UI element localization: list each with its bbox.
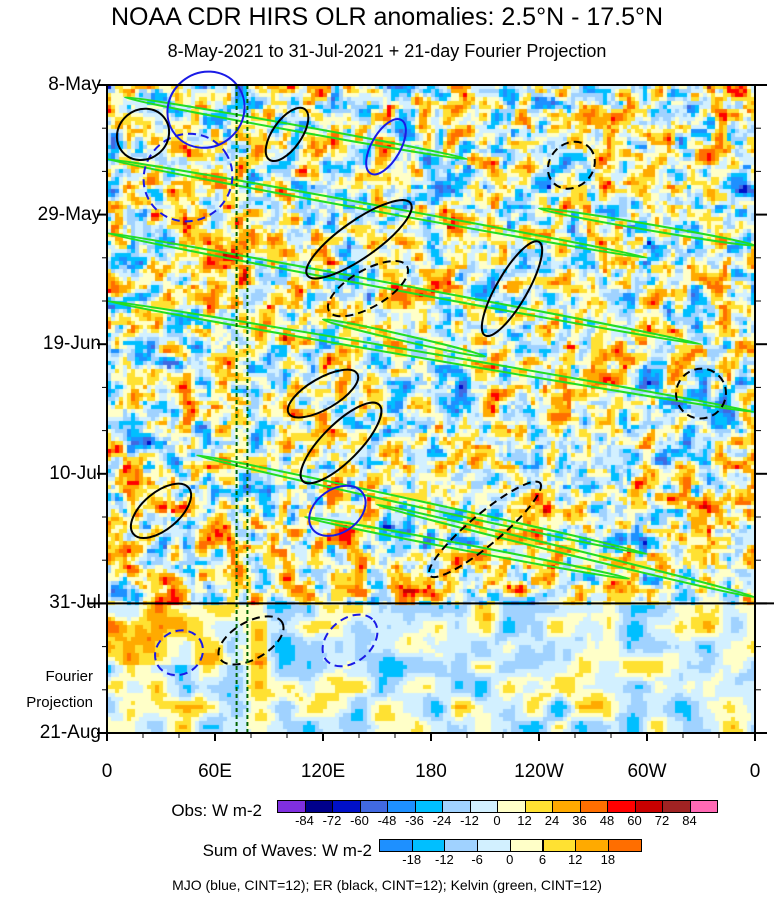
obs_colorbar-tick-label: 36 <box>572 813 587 828</box>
obs_colorbar-swatch <box>662 800 691 813</box>
obs_colorbar-swatch <box>524 800 553 813</box>
waves_colorbar-swatch <box>477 839 511 852</box>
waves_colorbar-swatch <box>575 839 609 852</box>
obs_colorbar-swatch <box>442 800 471 813</box>
kelvin-contour <box>123 96 469 161</box>
obs_colorbar-swatch <box>579 800 608 813</box>
obs_colorbar-swatch <box>304 800 333 813</box>
obs_colorbar-swatch <box>387 800 416 813</box>
er-contour <box>115 107 171 162</box>
x-tick-label: 60W <box>627 761 667 782</box>
y-tick-label: 29-May <box>37 203 101 225</box>
x-tick-label: 60E <box>198 761 232 782</box>
obs_colorbar-tick-label: -72 <box>322 813 342 828</box>
kelvin-contour <box>195 454 649 556</box>
obs_colorbar-tick-label: 72 <box>654 813 670 828</box>
obs_colorbar-tick-label: -48 <box>377 813 397 828</box>
x-tick-label: 180 <box>415 761 447 782</box>
obs_colorbar-tick-label: 48 <box>599 813 615 828</box>
waves_colorbar-tick-label: 0 <box>506 852 514 867</box>
er-contour <box>286 368 360 419</box>
obs_colorbar-tick-label: 12 <box>517 813 532 828</box>
plot-frame <box>106 84 756 734</box>
obs_colorbar-swatch <box>552 800 581 813</box>
x-tick-label: 120E <box>300 761 346 782</box>
obs_colorbar-label: Obs: W m-2 <box>171 801 262 820</box>
x-tick-label: 120W <box>514 761 564 782</box>
y-tick-label: 21-Aug <box>39 722 101 743</box>
waves_colorbar-tick-label: 12 <box>567 852 583 867</box>
obs_colorbar-swatch <box>277 800 306 813</box>
kelvin-contour <box>105 299 757 414</box>
er-contour <box>480 240 544 338</box>
obs_colorbar-tick-label: -12 <box>460 813 479 828</box>
obs_colorbar-tick-label: 24 <box>544 813 560 828</box>
er-contour <box>217 615 285 666</box>
er-contour <box>299 401 383 485</box>
waves_colorbar-tick-label: -18 <box>402 852 422 867</box>
legend-footer: MJO (blue, CINT=12); ER (black, CINT=12)… <box>172 877 602 893</box>
obs_colorbar-swatch <box>359 800 388 813</box>
mjo-contour <box>365 118 407 176</box>
kelvin-contour <box>375 503 757 599</box>
kelvin-contour <box>321 318 487 358</box>
mjo-contour <box>321 613 379 668</box>
obs_colorbar-swatch <box>497 800 526 813</box>
obs_colorbar-swatch <box>414 800 443 813</box>
obs_colorbar-tick-label: -84 <box>295 813 314 828</box>
waves_colorbar-swatch <box>542 839 577 852</box>
chart-title: NOAA CDR HIRS OLR anomalies: 2.5°N - 17.… <box>110 3 664 31</box>
er-contour <box>675 367 727 420</box>
x-tick-label: 0 <box>749 761 761 782</box>
er-contour <box>427 480 543 579</box>
mjo-contour <box>308 484 367 537</box>
waves_colorbar-swatch <box>607 839 642 852</box>
y-tick-label: 19-Jun <box>42 333 101 355</box>
x-tick-label: 0 <box>101 761 113 782</box>
er-contour <box>305 199 413 280</box>
chart-subtitle: 8-May-2021 to 31-Jul-2021 + 21-day Fouri… <box>167 41 607 61</box>
obs_colorbar-swatch <box>689 800 718 813</box>
waves_colorbar-swatch <box>444 839 479 852</box>
waves_colorbar-swatch <box>509 839 544 852</box>
obs_colorbar-tick-label: 60 <box>627 813 642 828</box>
er-contour <box>326 260 410 318</box>
waves_colorbar-tick-label: 18 <box>600 852 616 867</box>
olr-anomaly-field <box>107 85 755 733</box>
kelvin-contour <box>105 232 703 346</box>
projection-label-1: Fourier <box>45 668 93 685</box>
obs_colorbar-tick-label: -36 <box>405 813 424 828</box>
obs_colorbar-tick-label: -60 <box>350 813 369 828</box>
mjo-contour <box>142 132 234 223</box>
waves_colorbar-label: Sum of Waves: W m-2 <box>202 841 372 860</box>
obs_colorbar-swatch <box>469 800 498 813</box>
waves_colorbar-swatch <box>379 839 413 852</box>
y-tick-label: 31-Jul <box>49 592 101 614</box>
waves_colorbar-swatch <box>411 839 446 852</box>
obs_colorbar-tick-label: -24 <box>432 813 452 828</box>
obs_colorbar-swatch <box>607 800 636 813</box>
obs_colorbar-swatch <box>332 800 361 813</box>
y-tick-label: 8-May <box>48 74 101 95</box>
er-contour <box>129 482 193 539</box>
y-tick-label: 10-Jul <box>49 462 101 484</box>
obs_colorbar-swatch <box>634 800 663 813</box>
er-contour <box>546 140 596 190</box>
obs_colorbar-tick-label: 0 <box>493 813 501 828</box>
waves_colorbar-tick-label: 6 <box>538 852 547 867</box>
projection-label-2: Projection <box>26 694 93 711</box>
kelvin-contour <box>303 515 631 580</box>
waves_colorbar-tick-label: -6 <box>471 852 483 867</box>
waves_colorbar-tick-label: -12 <box>434 852 454 867</box>
obs_colorbar-tick-label: 84 <box>682 813 697 828</box>
er-contour <box>264 106 310 162</box>
mjo-contour <box>154 629 204 677</box>
